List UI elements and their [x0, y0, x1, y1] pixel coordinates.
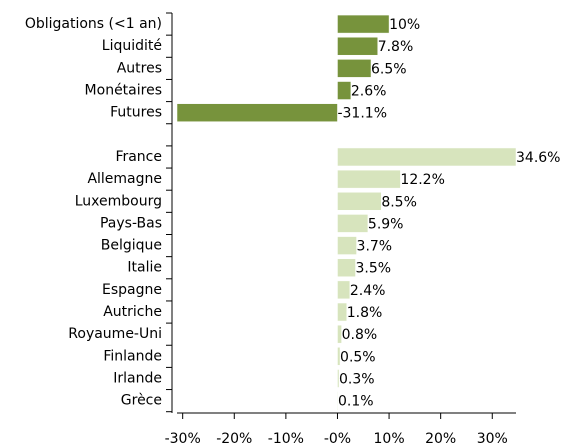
- value-label: 10%: [389, 17, 420, 33]
- y-tick-label: Monétaires: [85, 83, 162, 99]
- value-label: 0.5%: [340, 349, 376, 365]
- bar: [337, 14, 390, 34]
- y-tick-label: Futures: [110, 105, 162, 121]
- y-tick-label: Obligations (<1 an): [25, 16, 162, 32]
- y-tick-label: Pays-Bas: [100, 215, 162, 231]
- bar: [337, 302, 348, 322]
- value-label: 5.9%: [368, 216, 404, 232]
- value-label: 3.7%: [357, 239, 393, 255]
- bar: [176, 103, 338, 122]
- y-tick-label: France: [115, 149, 162, 165]
- bar: [337, 391, 339, 410]
- value-label: -31.1%: [337, 106, 387, 122]
- x-tick-label: -0%: [324, 431, 351, 447]
- y-tick-label: Italie: [127, 260, 162, 276]
- y-tick-label: Belgique: [101, 238, 162, 254]
- bar: [337, 347, 341, 366]
- value-label: 2.4%: [350, 283, 386, 299]
- y-tick-label: Liquidité: [102, 38, 162, 54]
- y-tick-label: Espagne: [102, 282, 162, 298]
- value-label: 34.6%: [516, 150, 560, 166]
- bar: [337, 324, 342, 344]
- bar: [337, 236, 357, 255]
- bar: [337, 147, 517, 167]
- bar: [337, 36, 378, 56]
- value-label: 12.2%: [400, 172, 444, 188]
- x-tick-label: 30%: [477, 431, 508, 447]
- bar: [337, 280, 351, 300]
- value-label: 2.6%: [351, 84, 387, 100]
- value-label: 7.8%: [378, 39, 414, 55]
- x-tick-label: 20%: [425, 431, 456, 447]
- bar: [337, 169, 401, 189]
- bar: [337, 214, 369, 233]
- value-label: 3.5%: [356, 261, 392, 277]
- x-tick-label: -20%: [216, 431, 252, 447]
- bar: [337, 258, 356, 277]
- y-tick-label: Royaume-Uni: [68, 326, 162, 342]
- y-tick-label: Allemagne: [87, 171, 162, 187]
- bar: [337, 192, 382, 211]
- bar: [337, 81, 352, 100]
- bar: [337, 59, 372, 78]
- value-label: 0.8%: [342, 327, 378, 343]
- x-tick-label: 10%: [374, 431, 405, 447]
- x-tick-label: -10%: [268, 431, 304, 447]
- y-tick-label: Irlande: [113, 370, 162, 386]
- value-label: 8.5%: [381, 194, 417, 210]
- bar: [337, 369, 340, 388]
- value-label: 1.8%: [347, 305, 383, 321]
- y-tick-label: Grèce: [121, 393, 162, 409]
- x-tick-label: -30%: [165, 431, 201, 447]
- y-tick-label: Finlande: [103, 348, 162, 364]
- y-tick-label: Autres: [117, 60, 162, 76]
- value-label: 6.5%: [371, 61, 407, 77]
- value-label: 0.1%: [338, 394, 374, 410]
- y-tick-label: Autriche: [103, 304, 162, 320]
- y-tick-label: Luxembourg: [75, 193, 162, 209]
- value-label: 0.3%: [339, 371, 375, 387]
